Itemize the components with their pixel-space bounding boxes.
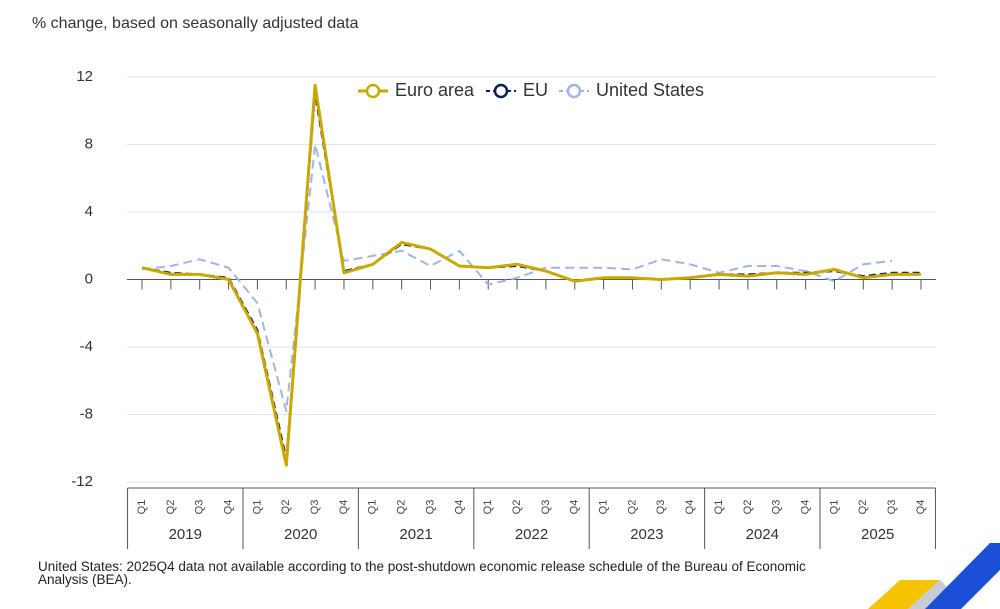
footnote: United States: 2025Q4 data not available… [38, 560, 806, 587]
x-tick-label: Q3 [540, 500, 552, 515]
x-tick-label: Q2 [511, 500, 523, 515]
x-tick-label: Q3 [655, 500, 667, 515]
series-line [141, 83, 921, 467]
x-tick-label: Q4 [915, 500, 927, 515]
x-tick-label: Q4 [222, 500, 234, 515]
year-label: 2019 [169, 526, 202, 543]
x-tick-label: Q4 [569, 500, 581, 515]
x-tick-label: Q3 [886, 500, 898, 515]
logo [868, 543, 1000, 609]
legend-label: EU [523, 80, 548, 100]
legend-item: United States [559, 80, 704, 100]
x-tick-label: Q1 [598, 500, 610, 515]
series-line [141, 92, 921, 460]
x-tick-label: Q4 [684, 500, 696, 515]
legend-label: United States [596, 80, 704, 100]
x-tick-label: Q4 [338, 500, 350, 515]
x-tick-label: Q2 [280, 500, 292, 515]
x-tick-label: Q4 [799, 500, 811, 515]
x-tick-label: Q2 [742, 500, 754, 515]
x-tick-label: Q3 [309, 500, 321, 515]
legend-item: EU [486, 80, 548, 100]
x-tick-label: Q3 [771, 500, 783, 515]
footnote-box: United States: 2025Q4 data not available… [38, 560, 806, 587]
legend-label: Euro area [395, 80, 475, 100]
legend-marker [493, 83, 509, 99]
x-tick-label: Q1 [136, 500, 148, 515]
x-tick-label: Q1 [713, 500, 725, 515]
legend-item: Euro area [358, 80, 475, 100]
x-tick-label: Q4 [453, 500, 465, 515]
chart-subtitle: % change, based on seasonally adjusted d… [32, 15, 359, 32]
x-tick-label: Q3 [424, 500, 436, 515]
y-tick-label: 0 [85, 270, 93, 287]
y-tick-label: 12 [76, 68, 93, 85]
x-tick-label: Q1 [251, 500, 263, 515]
x-tick-label: Q3 [194, 500, 206, 515]
year-label: 2024 [746, 526, 779, 543]
y-tick-label: 8 [85, 135, 93, 152]
y-tick-label: -8 [80, 405, 93, 422]
year-label: 2021 [399, 526, 432, 543]
year-label: 2023 [630, 526, 663, 543]
year-label: 2025 [861, 526, 894, 543]
y-tick-label: -12 [71, 473, 93, 490]
x-tick-label: Q2 [396, 500, 408, 515]
legend-marker [566, 83, 582, 99]
legend-marker [365, 83, 381, 99]
x-tick-label: Q1 [482, 500, 494, 515]
x-tick-label: Q2 [857, 500, 869, 515]
x-tick-label: Q1 [367, 500, 379, 515]
x-tick-label: Q2 [626, 500, 638, 515]
y-tick-label: 4 [85, 203, 93, 220]
year-label: 2020 [284, 526, 317, 543]
x-tick-label: Q1 [828, 500, 840, 515]
year-label: 2022 [515, 526, 548, 543]
x-tick-label: Q2 [165, 500, 177, 515]
y-tick-label: -4 [80, 338, 93, 355]
series-line [141, 143, 893, 413]
